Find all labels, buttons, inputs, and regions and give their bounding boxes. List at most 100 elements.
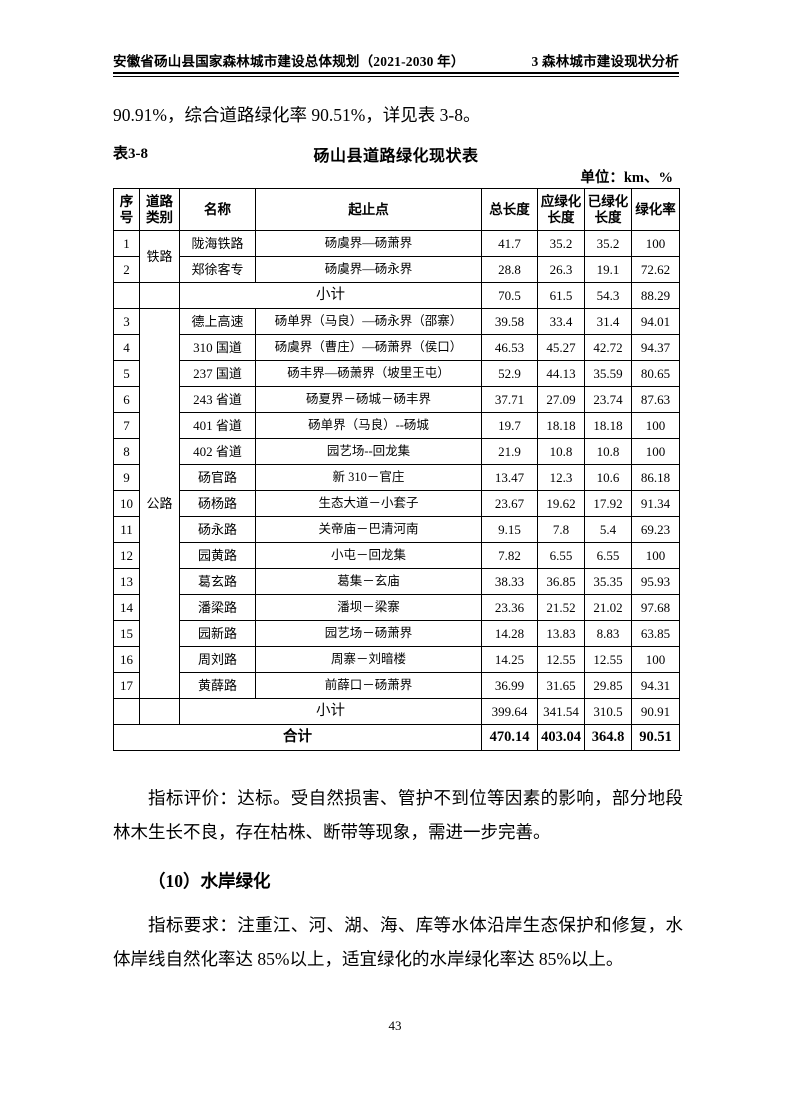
cell-total-length: 37.71	[481, 386, 538, 413]
cell-route: 前薛口－砀萧界	[255, 672, 482, 699]
cell-should-green-length: 27.09	[537, 386, 585, 413]
requirement-paragraph: 指标要求：注重江、河、湖、海、库等水体沿岸生态保护和修复，水体岸线自然化率达 8…	[113, 915, 683, 969]
cell-route: 砀单界（马良）—砀永界（邵寨）	[255, 308, 482, 335]
cell-should-green-length: 31.65	[537, 672, 585, 699]
cell-route: 小屯－回龙集	[255, 542, 482, 569]
cell-greened-length: 19.1	[584, 256, 632, 283]
table-row: 3 公路 德上高速 砀单界（马良）—砀永界（邵寨） 39.58 33.4 31.…	[113, 308, 680, 699]
col-header-greened-length: 已绿化 长度	[584, 188, 632, 231]
col-header-seq-line1: 序	[119, 193, 134, 209]
col-header-greened-line2: 长度	[594, 209, 622, 225]
cell-should-green-length: 7.8	[537, 516, 585, 543]
evaluation-paragraph: 指标评价：达标。受自然损害、管护不到位等因素的影响，部分地段林木生长不良，存在枯…	[113, 788, 683, 842]
cell-seq: 9	[113, 464, 140, 491]
table-row: 7 401 省道 砀单界（马良）--砀城 19.7 18.18 18.18 10…	[113, 412, 680, 439]
cell-greening-rate: 100	[631, 542, 680, 569]
cell-total-length: 36.99	[481, 672, 538, 699]
col-header-greening-rate: 绿化率	[631, 188, 680, 231]
table-unit-note: 单位：km、%	[580, 170, 673, 186]
cell-seq: 1	[113, 230, 140, 257]
cell-route: 砀虞界（曹庄）—砀萧界（侯口）	[255, 334, 482, 361]
cell-route: 砀夏界－砀城－砀丰界	[255, 386, 482, 413]
cell-total-length: 38.33	[481, 568, 538, 595]
section-heading-water-greening: （10）水岸绿化	[148, 871, 271, 891]
table-caption: 砀山县道路绿化现状表 表3-8	[113, 142, 679, 165]
cell-seq-empty	[113, 282, 140, 309]
cell-total-length: 14.28	[481, 620, 538, 647]
table-row: 10 砀杨路 生态大道－小套子 23.67 19.62 17.92 91.34	[113, 490, 680, 517]
cell-greened-length: 5.4	[584, 516, 632, 543]
cell-should-green-length: 45.27	[537, 334, 585, 361]
table-number: 表3-8	[113, 146, 148, 162]
table-row: 9 砀官路 新 310－官庄 13.47 12.3 10.6 86.18	[113, 464, 680, 491]
cell-name: 园黄路	[179, 542, 256, 569]
col-header-should-line1: 应绿化	[540, 193, 582, 209]
cell-route: 葛集－玄庙	[255, 568, 482, 595]
cell-seq: 11	[113, 516, 140, 543]
running-header-left: 安徽省砀山县国家森林城市建设总体规划（2021-2030 年）	[113, 54, 465, 69]
cell-seq: 13	[113, 568, 140, 595]
cell-name: 潘梁路	[179, 594, 256, 621]
col-header-name: 名称	[179, 188, 256, 231]
cell-subtotal-label: 小计	[179, 282, 482, 309]
cell-seq: 3	[113, 308, 140, 335]
cell-should-green-length: 33.4	[537, 308, 585, 335]
cell-seq: 8	[113, 438, 140, 465]
cell-seq: 14	[113, 594, 140, 621]
cell-total-length: 39.58	[481, 308, 538, 335]
cell-name: 237 国道	[179, 360, 256, 387]
table-row: 6 243 省道 砀夏界－砀城－砀丰界 37.71 27.09 23.74 87…	[113, 386, 680, 413]
road-greening-table-wrapper: 序 号 道路 类别 名称 起止点 总长度 应绿化 长度 已绿化	[113, 188, 680, 751]
cell-should-green-length: 341.54	[537, 698, 585, 725]
table-subtotal-row-highway: 小计 399.64 341.54 310.5 90.91	[113, 698, 680, 725]
col-header-seq: 序 号	[113, 188, 140, 231]
col-header-route: 起止点	[255, 188, 482, 231]
cell-greened-length: 23.74	[584, 386, 632, 413]
cell-greened-length: 42.72	[584, 334, 632, 361]
cell-seq: 6	[113, 386, 140, 413]
cell-greened-length: 364.8	[584, 724, 632, 751]
cell-greening-rate: 87.63	[631, 386, 680, 413]
cell-seq: 12	[113, 542, 140, 569]
cell-category-highway: 公路	[139, 308, 180, 699]
cell-route: 砀虞界—砀萧界	[255, 230, 482, 257]
cell-total-length: 7.82	[481, 542, 538, 569]
cell-should-green-length: 21.52	[537, 594, 585, 621]
cell-name: 砀永路	[179, 516, 256, 543]
cell-greening-rate: 100	[631, 230, 680, 257]
cell-route: 周寨－刘暗楼	[255, 646, 482, 673]
intro-paragraph: 90.91%，综合道路绿化率 90.51%，详见表 3-8。	[113, 105, 481, 125]
table-row: 8 402 省道 园艺场--回龙集 21.9 10.8 10.8 100	[113, 438, 680, 465]
cell-total-length: 52.9	[481, 360, 538, 387]
header-rule-thick	[113, 72, 679, 74]
cell-name: 郑徐客专	[179, 256, 256, 283]
cell-subtotal-label: 小计	[179, 698, 482, 725]
cell-greening-rate: 90.91	[631, 698, 680, 725]
running-header: 安徽省砀山县国家森林城市建设总体规划（2021-2030 年） 3 森林城市建设…	[113, 50, 679, 70]
cell-total-length: 21.9	[481, 438, 538, 465]
header-rule-thin	[113, 76, 679, 77]
cell-route: 生态大道－小套子	[255, 490, 482, 517]
road-greening-table: 序 号 道路 类别 名称 起止点 总长度 应绿化 长度 已绿化	[113, 188, 680, 751]
cell-should-green-length: 26.3	[537, 256, 585, 283]
col-header-total-length: 总长度	[481, 188, 538, 231]
cell-greening-rate: 94.31	[631, 672, 680, 699]
cell-total-length: 46.53	[481, 334, 538, 361]
cell-greened-length: 6.55	[584, 542, 632, 569]
cell-greening-rate: 95.93	[631, 568, 680, 595]
cell-name: 砀官路	[179, 464, 256, 491]
cell-greening-rate: 91.34	[631, 490, 680, 517]
cell-route: 砀单界（马良）--砀城	[255, 412, 482, 439]
table-row: 13 葛玄路 葛集－玄庙 38.33 36.85 35.35 95.93	[113, 568, 680, 595]
cell-route: 潘坝－梁寨	[255, 594, 482, 621]
cell-route: 关帝庙－巴清河南	[255, 516, 482, 543]
col-header-greened-line1: 已绿化	[587, 193, 629, 209]
cell-total-length: 399.64	[481, 698, 538, 725]
cell-category-empty	[139, 698, 180, 725]
table-body: 1 铁路 陇海铁路 砀虞界—砀萧界 41.7 35.2 35.2 100 2 郑…	[113, 230, 680, 751]
cell-should-green-length: 35.2	[537, 230, 585, 257]
cell-name: 243 省道	[179, 386, 256, 413]
cell-greening-rate: 94.37	[631, 334, 680, 361]
table-row: 4 310 国道 砀虞界（曹庄）—砀萧界（侯口） 46.53 45.27 42.…	[113, 334, 680, 361]
